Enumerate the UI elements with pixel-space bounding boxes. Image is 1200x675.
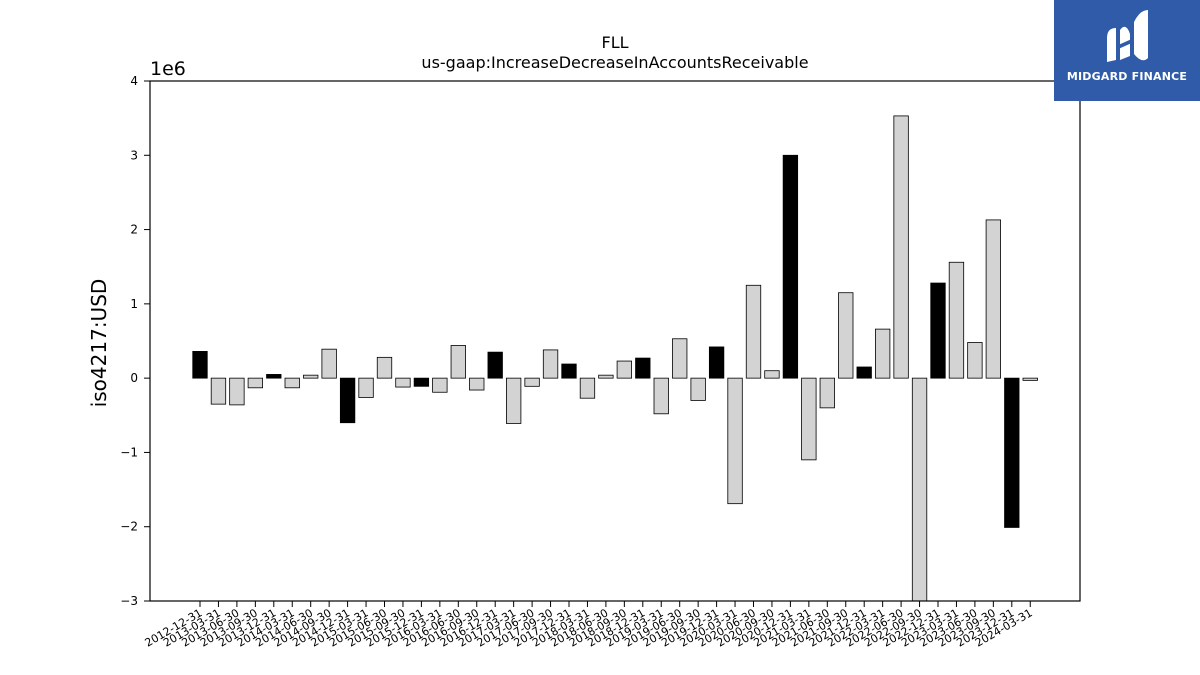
plot-area: −3−2−1012342012-12-312013-03-312013-06-3… xyxy=(120,74,1038,650)
bar xyxy=(210,377,227,405)
bar xyxy=(413,377,430,387)
bar xyxy=(229,377,245,406)
bar xyxy=(505,377,522,424)
bar xyxy=(967,342,983,379)
midgard-finance-logo: MIDGARD FINANCE xyxy=(1054,0,1200,101)
bar xyxy=(321,348,337,379)
bar xyxy=(985,219,1001,379)
bar xyxy=(524,377,540,387)
y-tick-label: −2 xyxy=(120,520,138,534)
bar xyxy=(911,377,928,602)
bar xyxy=(838,292,854,379)
logo-text: MIDGARD FINANCE xyxy=(1066,70,1188,83)
bar xyxy=(801,377,817,461)
y-tick-label: 3 xyxy=(130,148,138,162)
y-axis-label: iso4217:USD xyxy=(87,279,111,408)
plot-frame xyxy=(149,80,1081,602)
bar xyxy=(893,115,909,379)
bar xyxy=(727,377,743,505)
bar xyxy=(782,154,799,379)
bar xyxy=(616,360,632,379)
chart-title: FLL xyxy=(601,33,628,52)
y-tick-label: 4 xyxy=(130,74,138,88)
bar xyxy=(708,346,725,379)
bar xyxy=(856,366,872,379)
chart-subtitle: us-gaap:IncreaseDecreaseInAccountsReceiv… xyxy=(421,53,808,72)
y-tick-label: 2 xyxy=(130,223,138,237)
bar xyxy=(339,377,356,424)
midgard-logo-icon xyxy=(1107,10,1148,62)
bar xyxy=(1022,377,1038,381)
y-tick-label: −3 xyxy=(120,594,138,608)
bar xyxy=(561,363,577,379)
bar xyxy=(192,350,208,379)
y-tick-label: 1 xyxy=(130,297,138,311)
bar xyxy=(875,328,891,379)
bar xyxy=(745,284,762,379)
y-tick-label: −1 xyxy=(120,445,138,459)
y-tick-label: 0 xyxy=(130,371,138,385)
bar xyxy=(948,261,965,379)
bar xyxy=(598,374,614,379)
bar xyxy=(376,356,393,379)
bar xyxy=(635,357,651,379)
bar xyxy=(469,377,485,391)
bar xyxy=(653,377,669,415)
bar xyxy=(819,377,835,409)
bar xyxy=(247,377,264,389)
y-offset-label: 1e6 xyxy=(150,58,186,80)
bar xyxy=(764,370,780,379)
bar xyxy=(432,377,448,393)
bar xyxy=(284,377,300,389)
bar xyxy=(487,351,503,379)
bar xyxy=(450,345,466,379)
bar xyxy=(395,377,411,388)
bar xyxy=(303,374,319,379)
bar xyxy=(930,282,946,379)
bar xyxy=(542,349,559,379)
bar xyxy=(579,377,596,399)
bar xyxy=(672,338,688,379)
bar xyxy=(1004,377,1020,528)
bar xyxy=(690,377,706,401)
bar xyxy=(266,374,282,379)
bar xyxy=(358,377,374,398)
